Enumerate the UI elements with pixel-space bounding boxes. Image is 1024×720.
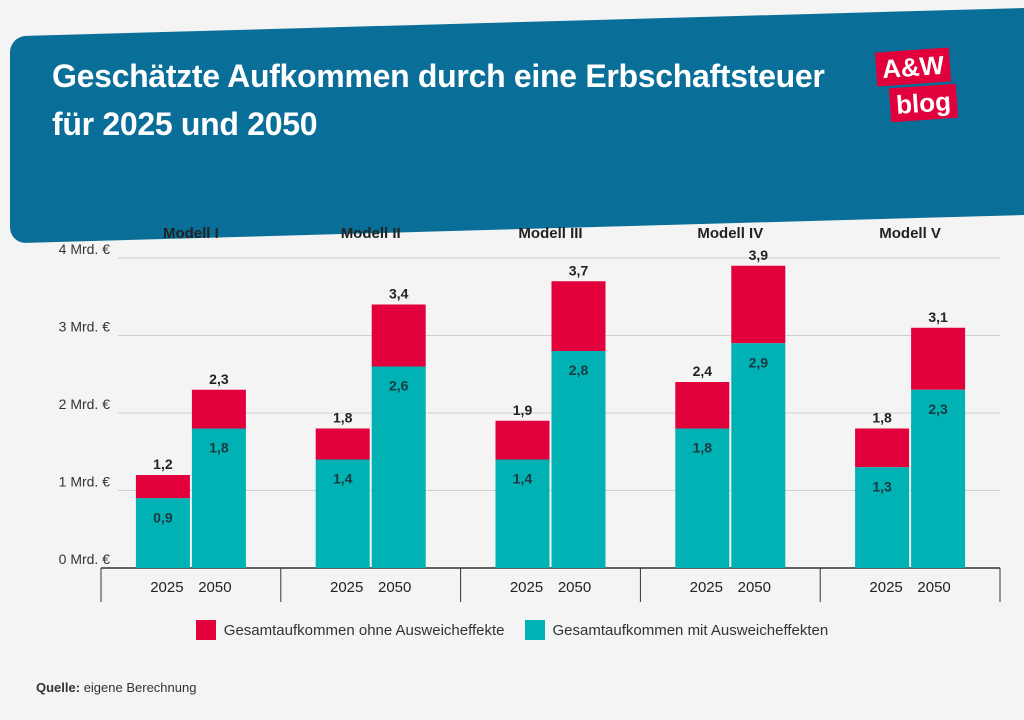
data-label-total: 1,2	[153, 456, 173, 472]
bar-mit-ausweicheffekten	[731, 343, 786, 568]
source-note: Quelle: eigene Berechnung	[36, 680, 196, 695]
data-label-total: 3,7	[569, 262, 589, 278]
bar-mit-ausweicheffekten	[135, 498, 190, 568]
bar-mit-ausweicheffekten	[371, 366, 426, 568]
data-label-teal: 2,8	[569, 362, 589, 378]
y-tick-label: 3 Mrd. €	[59, 319, 111, 335]
x-tick-label: 2050	[738, 579, 771, 596]
logo-text-aw: A&W	[874, 47, 952, 87]
x-tick-label: 2050	[917, 579, 950, 596]
x-tick-label: 2025	[869, 579, 902, 596]
legend-label-ohne: Gesamtaufkommen ohne Ausweicheffekte	[223, 621, 505, 639]
data-label-teal: 1,3	[872, 478, 892, 494]
group-label: Modell II	[341, 225, 401, 242]
bar-ohne-ausweicheffekte	[911, 327, 966, 390]
legend-item-mit: Gesamtaufkommen mit Ausweicheffekten	[524, 620, 829, 640]
data-label-teal: 2,6	[389, 378, 409, 394]
bar-ohne-ausweicheffekte	[135, 475, 190, 499]
y-tick-label: 2 Mrd. €	[59, 396, 111, 412]
group-label: Modell V	[879, 225, 941, 242]
x-tick-label: 2050	[198, 579, 231, 596]
data-label-total: 1,8	[333, 410, 353, 426]
x-tick-label: 2050	[558, 579, 591, 596]
legend-swatch-teal	[524, 620, 545, 640]
data-label-teal: 2,9	[749, 354, 769, 370]
y-tick-label: 1 Mrd. €	[59, 474, 111, 490]
data-label-total: 1,9	[513, 402, 533, 418]
y-tick-label: 0 Mrd. €	[59, 551, 111, 567]
legend-item-ohne: Gesamtaufkommen ohne Ausweicheffekte	[195, 620, 505, 640]
stacked-bar-chart: 0 Mrd. € 1 Mrd. € 2 Mrd. € 3 Mrd. € 4 Mrd. €…	[59, 225, 1001, 602]
x-tick-label: 2050	[378, 579, 411, 596]
bar-ohne-ausweicheffekte	[371, 304, 426, 367]
data-label-total: 3,4	[389, 286, 409, 302]
aw-blog-logo: A&W blog	[874, 47, 968, 126]
group-label: Modell III	[518, 225, 582, 242]
data-label-teal: 1,4	[513, 471, 533, 487]
bar-mit-ausweicheffekten	[191, 428, 246, 568]
x-tick-label: 2025	[510, 579, 543, 596]
bar-mit-ausweicheffekten	[675, 428, 730, 568]
bar-ohne-ausweicheffekte	[495, 420, 550, 460]
bar-ohne-ausweicheffekte	[731, 265, 786, 344]
data-label-teal: 1,4	[333, 471, 353, 487]
data-label-teal: 0,9	[153, 509, 173, 525]
bar-mit-ausweicheffekten	[911, 389, 966, 568]
data-label-total: 2,4	[693, 363, 713, 379]
bar-mit-ausweicheffekten	[855, 467, 910, 568]
bar-mit-ausweicheffekten	[315, 459, 370, 568]
bar-ohne-ausweicheffekte	[551, 281, 606, 351]
group-label: Modell I	[163, 225, 219, 242]
x-tick-label: 2025	[330, 579, 363, 596]
x-tick-label: 2025	[690, 579, 723, 596]
chart-title: Geschätzte Aufkommen durch eine Erbschaf…	[52, 58, 825, 142]
group-label: Modell IV	[697, 225, 763, 242]
data-label-total: 2,3	[209, 371, 229, 387]
bar-ohne-ausweicheffekte	[675, 382, 730, 429]
y-tick-label: 4 Mrd. €	[59, 241, 111, 257]
data-label-teal: 1,8	[693, 440, 713, 456]
bar-ohne-ausweicheffekte	[855, 428, 910, 468]
data-label-total: 3,1	[928, 309, 948, 325]
legend: Gesamtaufkommen ohne Ausweicheffekte Ges…	[0, 620, 1024, 640]
bar-mit-ausweicheffekten	[495, 459, 550, 568]
bar-mit-ausweicheffekten	[551, 351, 606, 568]
legend-label-mit: Gesamtaufkommen mit Ausweicheffekten	[552, 621, 829, 639]
data-label-total: 3,9	[749, 247, 769, 263]
source-text: eigene Berechnung	[80, 680, 197, 695]
x-tick-label: 2025	[150, 579, 183, 596]
source-label: Quelle:	[36, 680, 81, 695]
bar-ohne-ausweicheffekte	[191, 389, 246, 429]
data-label-teal: 1,8	[209, 440, 229, 456]
data-label-teal: 2,3	[928, 401, 948, 417]
data-label-total: 1,8	[872, 410, 892, 426]
bar-ohne-ausweicheffekte	[315, 428, 370, 460]
logo-text-blog: blog	[888, 83, 958, 123]
legend-swatch-red	[195, 620, 216, 640]
